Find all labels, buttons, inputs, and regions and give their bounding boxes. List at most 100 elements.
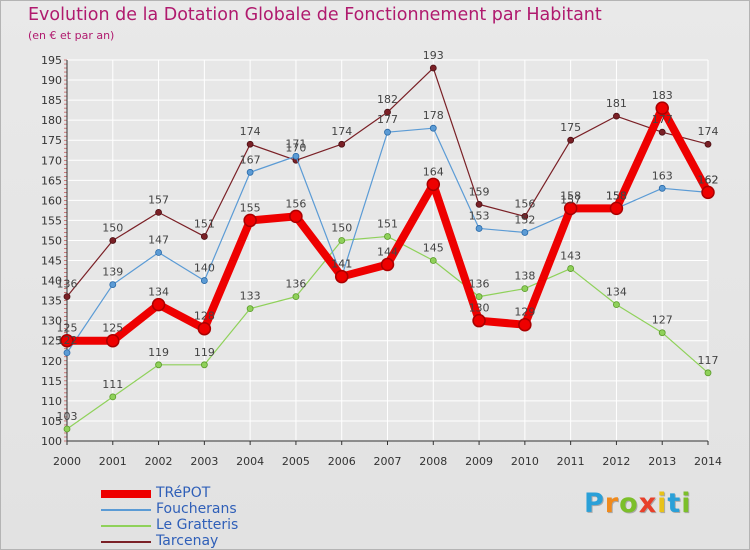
logo-letter: i: [681, 488, 692, 519]
x-tick-label: 2003: [190, 455, 218, 468]
data-label: 162: [698, 173, 719, 186]
y-tick-label: 150: [41, 234, 62, 247]
data-label: 174: [240, 125, 261, 138]
line-chart: 1001051101151201251301351401451501551601…: [41, 49, 722, 468]
data-label: 163: [652, 169, 673, 182]
y-tick-label: 190: [41, 74, 62, 87]
series-point: [155, 249, 162, 256]
x-tick-label: 2001: [99, 455, 127, 468]
legend-swatch: [101, 490, 151, 498]
data-label: 158: [560, 189, 581, 202]
y-tick-label: 110: [41, 395, 62, 408]
logo-letter: x: [638, 488, 658, 519]
logo-letter: i: [657, 488, 668, 519]
data-label: 138: [514, 270, 535, 283]
proxiti-logo: Proxiti: [584, 488, 692, 519]
y-tick-label: 135: [41, 295, 62, 308]
series-point: [200, 361, 208, 369]
y-tick-label: 145: [41, 255, 62, 268]
x-tick-label: 2000: [53, 455, 81, 468]
data-label: 141: [331, 258, 352, 271]
data-label: 147: [148, 234, 169, 247]
y-tick-label: 130: [41, 315, 62, 328]
data-label: 134: [606, 286, 627, 299]
y-tick-label: 125: [41, 335, 62, 348]
series-point: [704, 369, 712, 377]
y-tick-label: 175: [41, 134, 62, 147]
series-point: [60, 333, 74, 348]
series-point: [475, 200, 483, 208]
y-tick-label: 120: [41, 355, 62, 368]
series-point: [521, 213, 529, 220]
x-tick-label: 2010: [511, 455, 539, 468]
x-tick-label: 2014: [694, 455, 722, 468]
series-point: [613, 112, 620, 120]
series-point: [292, 293, 300, 301]
series-point: [472, 313, 486, 328]
data-label: 133: [240, 290, 261, 303]
data-label: 140: [194, 262, 215, 275]
data-label: 162: [698, 173, 719, 186]
axes: [64, 59, 709, 445]
data-label: 170: [285, 141, 306, 154]
series-point: [655, 101, 669, 115]
data-label: 103: [57, 410, 78, 423]
legend-swatch: [101, 509, 151, 511]
series-point: [246, 305, 254, 313]
series-point: [338, 140, 346, 148]
series-point: [384, 233, 391, 240]
data-label: 144: [377, 246, 398, 259]
data-label: 177: [377, 113, 398, 126]
data-label: 111: [102, 378, 123, 391]
legend-label: Le Gratteris: [156, 517, 239, 533]
data-label: 174: [331, 125, 352, 138]
data-label: 159: [469, 185, 490, 198]
data-label: 151: [194, 217, 215, 230]
data-label: 136: [57, 278, 78, 291]
data-label: 156: [514, 197, 535, 210]
series-point: [334, 269, 349, 284]
data-label: 119: [194, 346, 215, 359]
series-point: [200, 233, 208, 240]
series-point: [609, 201, 624, 216]
y-tick-label: 105: [41, 415, 62, 428]
legend-swatch: [101, 541, 151, 543]
series-point: [246, 168, 254, 176]
legend-swatch: [101, 525, 151, 527]
data-labels: 136 150 157 151 174 170 174 182 193 159 156 175 181 1…: [57, 49, 719, 423]
series-group: [60, 64, 715, 433]
data-label: 158: [606, 189, 627, 202]
series-point: [155, 361, 162, 369]
series-point: [155, 208, 162, 216]
series-point: [151, 297, 166, 312]
logo-letter: o: [619, 488, 639, 519]
series-point: [518, 317, 532, 332]
data-label: 150: [102, 221, 123, 234]
x-tick-label: 2009: [465, 455, 493, 468]
chart-title: Evolution de la Dotation Globale de Fonc…: [28, 5, 602, 25]
y-tick-label: 165: [41, 174, 62, 187]
series-point: [701, 185, 715, 200]
logo-letter: t: [667, 488, 682, 519]
data-label: 129: [514, 306, 535, 319]
data-label: 125: [57, 322, 78, 335]
y-tick-label: 180: [41, 114, 62, 127]
legend-label: TRéPOT: [156, 485, 211, 501]
y-tick-label: 100: [41, 435, 62, 448]
series-point: [109, 393, 117, 401]
series-point: [475, 225, 483, 232]
series-point: [567, 265, 575, 272]
series-point: [380, 257, 395, 272]
data-label: 125: [102, 322, 123, 335]
data-label: 183: [652, 89, 673, 102]
data-label: 122: [57, 334, 78, 347]
y-tick-label: 195: [41, 54, 62, 67]
x-axis-ticks: 2000 2001 2002 2003 2004 2005 2006 2007 2008 2009…: [53, 455, 722, 468]
series-point: [521, 285, 529, 293]
y-tick-label: 170: [41, 154, 62, 167]
series-point: [63, 425, 71, 433]
x-tick-label: 2012: [602, 455, 630, 468]
series-point: [292, 152, 300, 160]
y-tick-label: 160: [41, 194, 62, 207]
